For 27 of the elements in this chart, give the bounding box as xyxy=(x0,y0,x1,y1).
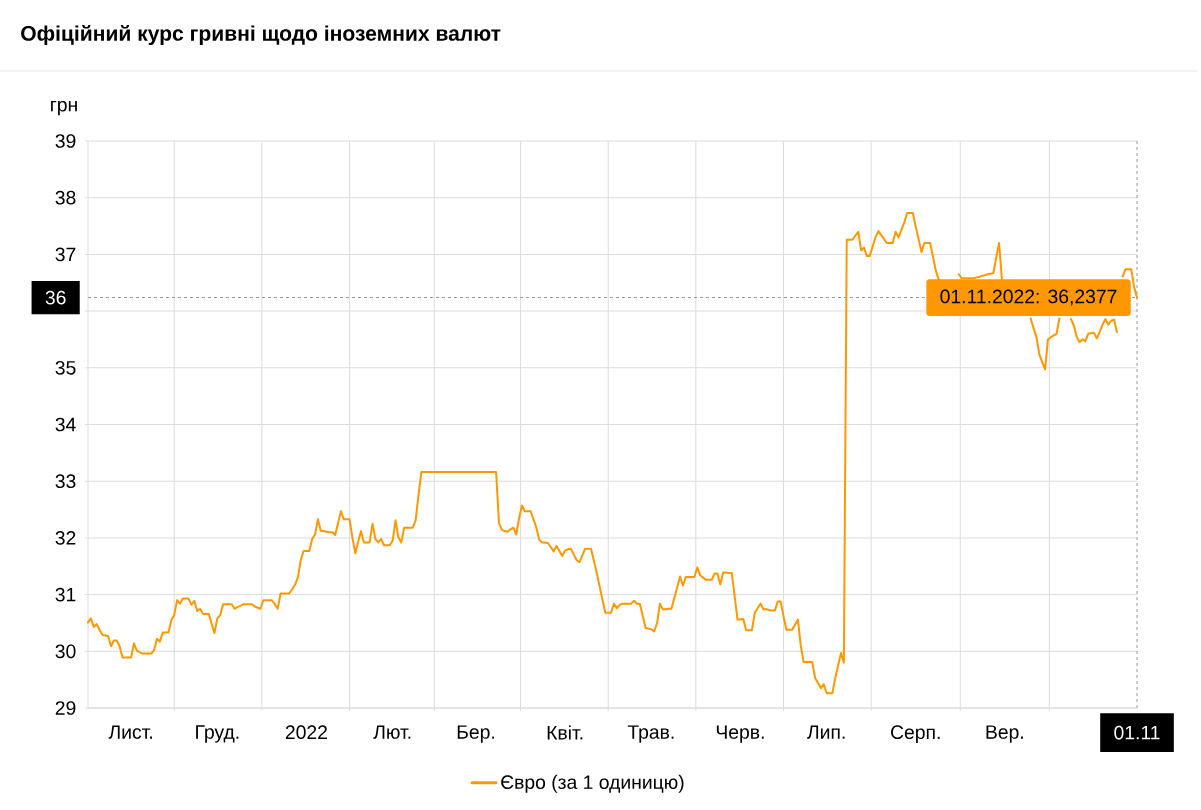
x-tick-label: Серп. xyxy=(891,725,940,743)
chart-title: Офіційний курс гривні щодо іноземних валют xyxy=(21,24,501,46)
annotation: 01.11.2022: 36,2377 xyxy=(940,289,1117,306)
x-tick-label: Черв. xyxy=(716,725,764,743)
y-tick-label: 37 xyxy=(55,247,76,262)
y-tick-label: 32 xyxy=(55,531,76,545)
y-tick-label: 35 xyxy=(55,360,76,375)
y-tick-label: 34 xyxy=(55,417,76,432)
x-tick-label: Бер. xyxy=(457,725,495,743)
x-tick-label: Лют. xyxy=(373,725,411,739)
x-tick-label: Трав. xyxy=(627,725,674,743)
ref-line-label: 36 xyxy=(45,290,66,305)
y-tick-label: 30 xyxy=(55,644,76,659)
y-tick-label: 33 xyxy=(55,474,76,489)
x-tick-label: Лист. xyxy=(108,725,152,739)
x-tick-label: Вер. xyxy=(986,725,1023,743)
y-tick-label: 31 xyxy=(55,587,76,602)
x-tick-label: Квіт. xyxy=(547,725,583,740)
y-tick-label: 29 xyxy=(55,701,76,715)
legend-label: Євро (за 1 одиницю) xyxy=(501,774,684,793)
x-tick-label: Груд. xyxy=(196,725,239,743)
y-tick-label: 39 xyxy=(55,134,76,148)
x-tick-label: 2022 xyxy=(285,725,327,740)
x-tick-label: 01.11 xyxy=(1114,725,1160,740)
y-axis-title: грн xyxy=(51,100,77,116)
y-tick-label: 38 xyxy=(55,190,76,205)
x-tick-label: Лип. xyxy=(807,725,845,739)
